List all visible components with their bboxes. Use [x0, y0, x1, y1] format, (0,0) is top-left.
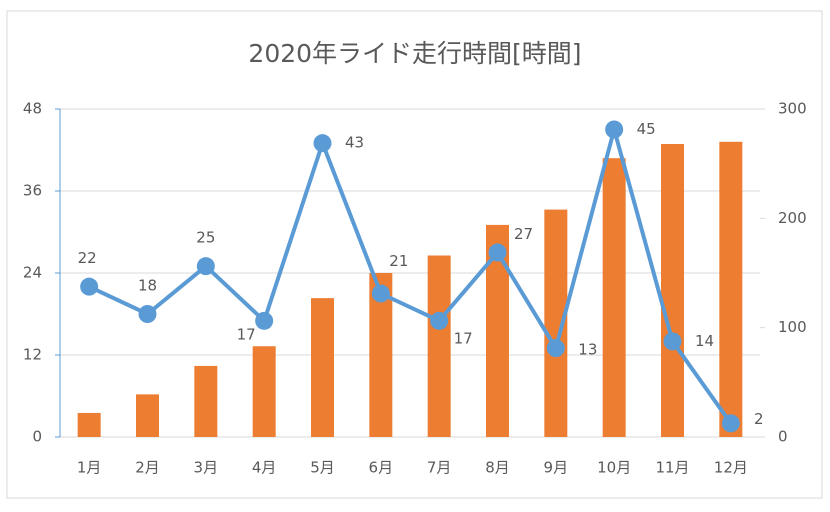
line-marker — [546, 339, 565, 358]
bar — [77, 412, 101, 437]
line-marker — [663, 332, 682, 351]
chart-frame — [6, 10, 823, 499]
y-tick-label: 24 — [23, 264, 42, 282]
y2-tick-label: 200 — [778, 209, 807, 227]
y-tick-label: 36 — [23, 182, 42, 200]
x-tick-label: 8月 — [485, 459, 510, 477]
y2-tick-label: 100 — [778, 318, 807, 336]
data-label: 18 — [138, 277, 157, 295]
bar — [136, 394, 159, 437]
y-tick-label: 12 — [23, 346, 42, 364]
x-tick-label: 7月 — [427, 459, 452, 477]
bar — [194, 365, 218, 437]
x-tick-label: 6月 — [369, 459, 394, 477]
line-marker — [371, 284, 390, 303]
x-tick-label: 11月 — [655, 459, 689, 477]
x-tick-label: 3月 — [194, 459, 219, 477]
data-label: 17 — [454, 329, 473, 347]
data-label: 45 — [637, 120, 656, 138]
x-tick-label: 12月 — [714, 459, 748, 477]
line-marker — [488, 243, 507, 262]
line-marker — [255, 311, 274, 330]
x-tick-label: 2月 — [135, 459, 160, 477]
bar — [602, 158, 626, 437]
y2-tick-label: 300 — [778, 100, 807, 118]
data-label: 27 — [514, 225, 533, 243]
x-tick-label: 10月 — [597, 459, 631, 477]
line-marker — [313, 134, 332, 153]
line-marker — [605, 120, 624, 139]
x-tick-label: 1月 — [77, 459, 102, 477]
line-marker — [138, 305, 157, 323]
data-label: 14 — [695, 332, 714, 350]
bar — [369, 273, 393, 437]
y-tick-label: 48 — [23, 100, 42, 118]
bar — [661, 143, 684, 437]
y2-tick-label: 0 — [778, 428, 788, 446]
line-marker — [430, 311, 449, 330]
chart-title: 2020年ライド走行時間[時間] — [248, 39, 581, 68]
data-label: 25 — [196, 229, 215, 247]
line — [88, 121, 733, 425]
data-label: 43 — [345, 134, 364, 152]
line-marker — [721, 414, 740, 433]
line-marker — [196, 257, 215, 276]
data-label: 13 — [578, 341, 597, 359]
data-label: 22 — [78, 249, 97, 267]
bar — [486, 224, 509, 437]
data-label: 17 — [237, 325, 256, 343]
bar — [311, 298, 334, 437]
x-tick-label: 5月 — [310, 459, 335, 477]
data-label: 2 — [754, 410, 764, 428]
x-tick-label: 4月 — [252, 459, 277, 477]
bar — [252, 346, 276, 437]
x-tick-label: 9月 — [544, 459, 569, 477]
y-tick-label: 0 — [32, 428, 42, 446]
bar — [427, 255, 451, 437]
data-label: 21 — [389, 252, 408, 270]
bar — [544, 209, 568, 437]
bar — [719, 141, 743, 438]
line-marker — [80, 277, 99, 296]
